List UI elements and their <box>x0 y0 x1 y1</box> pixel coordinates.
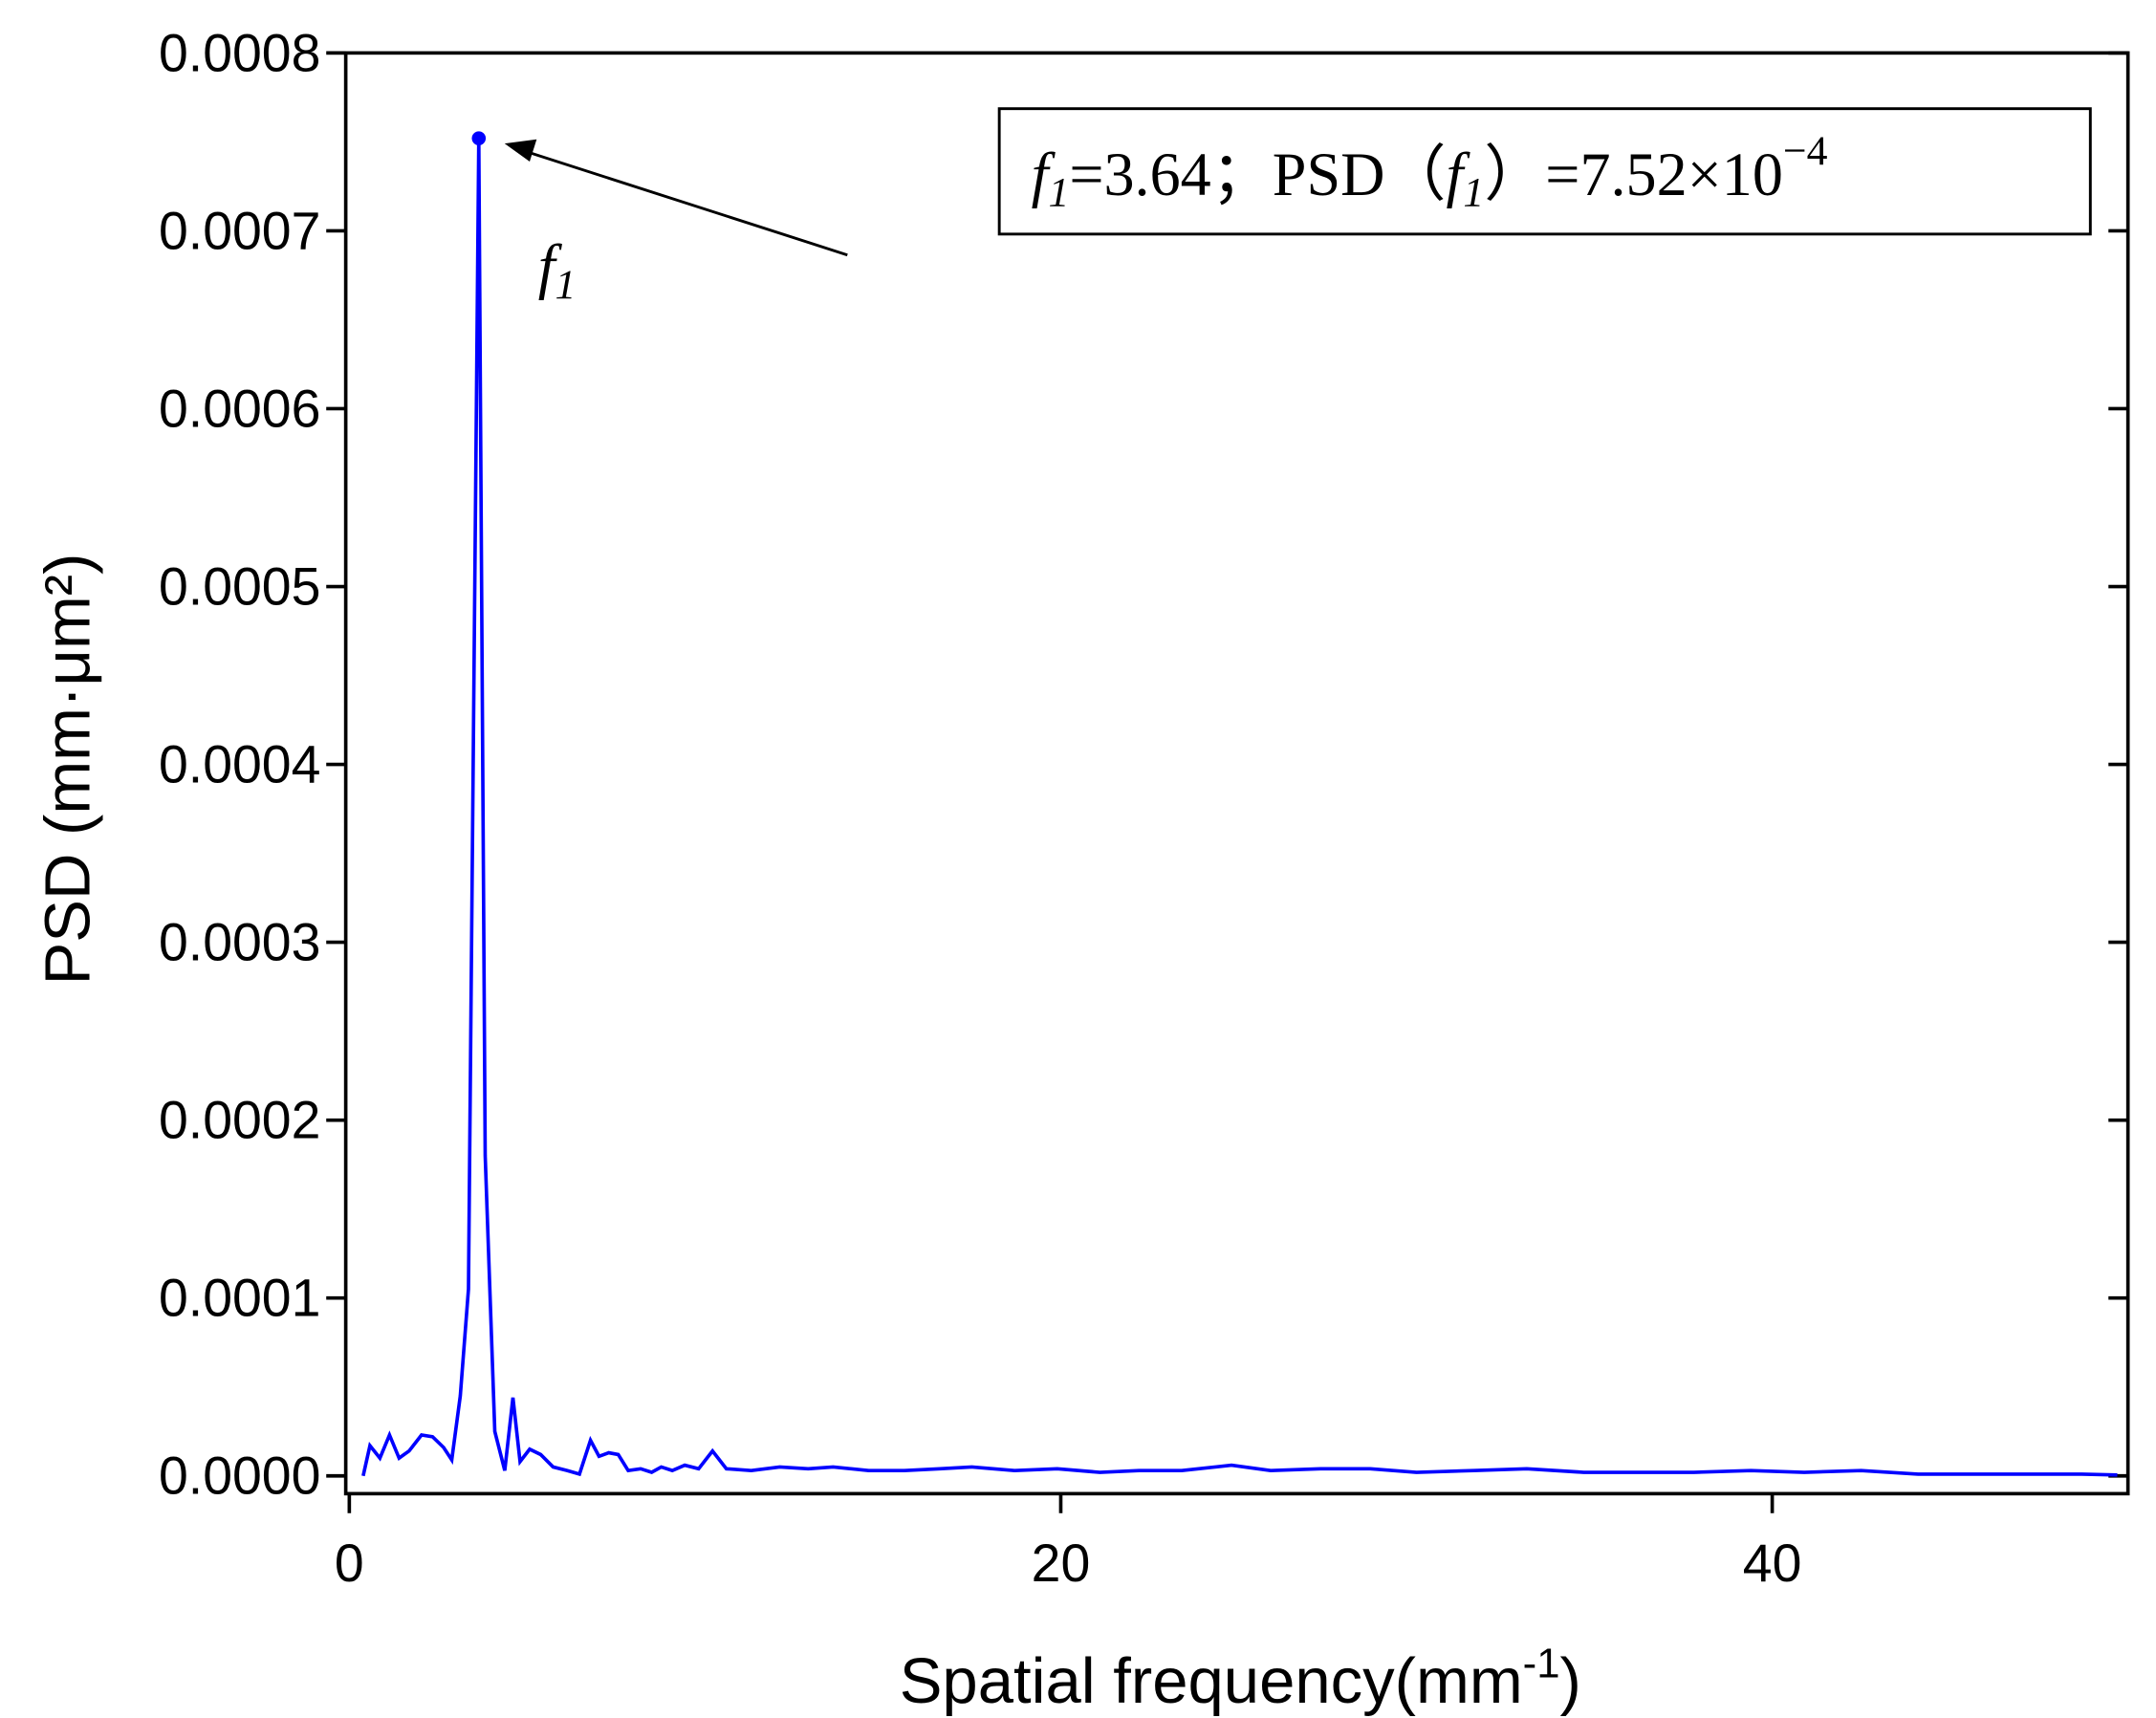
y-tick-label: 0.0001 <box>159 1269 320 1328</box>
y-tick-label: 0.0008 <box>159 23 320 82</box>
x-tick-label: 20 <box>1032 1533 1091 1593</box>
annotation-part: ）=7.52×10 <box>1484 141 1783 208</box>
y-tick-label: 0.0005 <box>159 556 320 616</box>
y-tick-label: 0.0003 <box>159 913 320 972</box>
annotation-part: 1 <box>1463 170 1484 216</box>
peak-label: f1 <box>538 232 577 308</box>
arrow-shaft <box>522 149 848 257</box>
peak-label-part: 1 <box>555 262 577 308</box>
x-tick-label: 40 <box>1743 1533 1802 1593</box>
x-axis-label-text: Spatial frequency(mm <box>900 1645 1523 1717</box>
annotation-part: −4 <box>1783 128 1828 174</box>
y-tick-label: 0.0007 <box>159 201 320 260</box>
annotation-part: =3.64；PSD（ <box>1069 141 1446 208</box>
annotation-part: 1 <box>1048 170 1069 216</box>
peak-point <box>471 131 487 145</box>
arrow-head <box>504 139 537 163</box>
x-axis-label-sup: -1 <box>1523 1641 1560 1687</box>
x-axis-label: Spatial frequency(mm-1) <box>900 1641 1581 1717</box>
y-tick-label: 0.0006 <box>159 379 320 438</box>
annotation-box <box>997 107 2092 236</box>
annotation-text: f1=3.64；PSD（f1）=7.52×10−4 <box>1032 128 1828 216</box>
y-tick-label: 0.0000 <box>159 1446 320 1506</box>
y-axis-label: PSD (mm·μm²) <box>32 554 103 986</box>
data-line <box>361 138 2118 1477</box>
x-tick-label: 0 <box>335 1533 364 1593</box>
plot-frame <box>343 51 2130 1496</box>
x-axis-label-text: ) <box>1560 1645 1581 1717</box>
y-tick-label: 0.0004 <box>159 735 320 794</box>
y-tick-label: 0.0002 <box>159 1091 320 1150</box>
